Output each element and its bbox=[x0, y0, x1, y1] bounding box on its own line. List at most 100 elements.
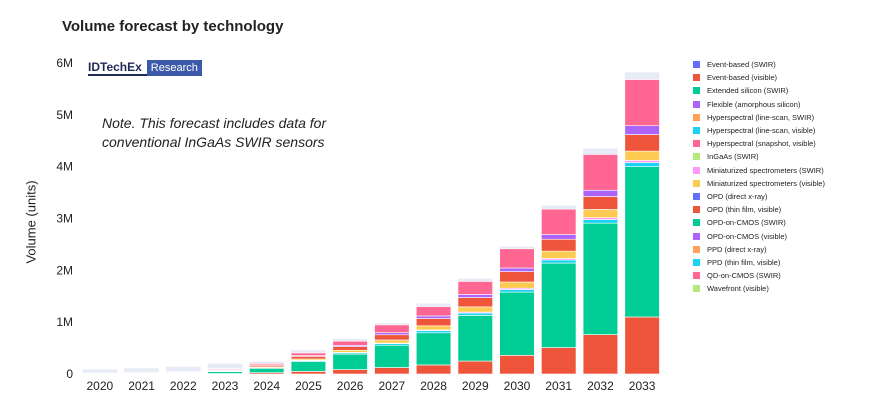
x-tick-label: 2020 bbox=[87, 379, 114, 393]
bar-segment bbox=[457, 297, 493, 308]
y-tick-label: 6M bbox=[56, 56, 73, 70]
legend-item[interactable]: OPD-on-CMOS (visible) bbox=[693, 229, 825, 242]
x-tick-label: 2031 bbox=[545, 379, 572, 393]
legend-item[interactable]: OPD-on-CMOS (SWIR) bbox=[693, 216, 825, 229]
bar-segment bbox=[374, 332, 410, 336]
bar-segment bbox=[582, 189, 619, 197]
bar-segment bbox=[541, 259, 577, 264]
logo-main-text: IDTechEx bbox=[88, 60, 147, 76]
x-tick-label: 2026 bbox=[337, 379, 364, 393]
x-tick-label: 2025 bbox=[295, 379, 322, 393]
legend-label: Wavefront (visible) bbox=[707, 284, 769, 294]
bar-segment bbox=[332, 353, 368, 370]
legend-item[interactable]: Event-based (SWIR) bbox=[693, 58, 825, 71]
legend-swatch bbox=[693, 258, 700, 266]
legend-item[interactable]: Miniaturized spectrometers (SWIR) bbox=[693, 164, 825, 177]
legend-item[interactable]: Hyperspectral (line-scan, SWIR) bbox=[693, 111, 825, 124]
bar-segment bbox=[624, 134, 660, 152]
bar-segment bbox=[415, 315, 452, 319]
bar-segment bbox=[541, 234, 577, 240]
legend-label: OPD (direct x-ray) bbox=[707, 191, 768, 201]
bar-segment bbox=[499, 271, 535, 283]
bar-segment bbox=[499, 289, 535, 293]
bar-segment bbox=[582, 222, 619, 335]
bar-segment bbox=[332, 340, 368, 346]
x-tick-label: 2021 bbox=[128, 379, 155, 393]
legend-swatch bbox=[693, 153, 700, 161]
bar-segment bbox=[374, 334, 410, 341]
legend-swatch bbox=[693, 232, 700, 240]
y-tick-label: 4M bbox=[56, 160, 73, 174]
legend-swatch bbox=[693, 74, 700, 82]
bar-segment bbox=[582, 334, 619, 375]
bar-segment bbox=[541, 238, 577, 252]
legend-item[interactable]: OPD (direct x-ray) bbox=[693, 190, 825, 203]
legend-item[interactable]: Hyperspectral (line-scan, visible) bbox=[693, 124, 825, 137]
bar-segment bbox=[290, 361, 327, 372]
bar-segment bbox=[415, 306, 452, 317]
x-tick-label: 2022 bbox=[170, 379, 197, 393]
bar-segment bbox=[541, 262, 577, 348]
bar-segment bbox=[123, 372, 160, 374]
y-tick-label: 2M bbox=[56, 263, 73, 277]
legend-item[interactable]: Event-based (visible) bbox=[693, 71, 825, 84]
bar-segment bbox=[82, 372, 118, 374]
bar-segment bbox=[624, 125, 660, 135]
legend-swatch bbox=[693, 140, 700, 148]
legend-label: InGaAs (SWIR) bbox=[707, 152, 759, 162]
bar-segment bbox=[624, 150, 660, 161]
bar-segment bbox=[415, 330, 452, 334]
legend-label: QD-on-CMOS (SWIR) bbox=[707, 271, 781, 281]
legend-item[interactable]: QD-on-CMOS (SWIR) bbox=[693, 269, 825, 282]
legend-swatch bbox=[693, 272, 700, 280]
bar-segment bbox=[624, 166, 660, 318]
bar-segment bbox=[499, 355, 535, 375]
legend-item[interactable]: PPD (direct x-ray) bbox=[693, 243, 825, 256]
legend-label: Extended silicon (SWIR) bbox=[707, 86, 789, 96]
legend-label: PPD (thin film, visible) bbox=[707, 257, 781, 267]
bar-segment bbox=[457, 360, 493, 375]
legend-swatch bbox=[693, 166, 700, 174]
bar-segment bbox=[207, 368, 243, 370]
note-line-2: conventional InGaAs SWIR sensors bbox=[102, 134, 325, 150]
legend-item[interactable]: Extended silicon (SWIR) bbox=[693, 84, 825, 97]
bar-segment bbox=[290, 352, 327, 356]
bar-segment bbox=[374, 344, 410, 368]
legend-swatch bbox=[693, 219, 700, 227]
legend-item[interactable]: PPD (thin film, visible) bbox=[693, 256, 825, 269]
idtechex-logo: IDTechEx Research bbox=[88, 60, 202, 76]
bar-segment bbox=[541, 208, 577, 235]
legend-item[interactable]: InGaAs (SWIR) bbox=[693, 150, 825, 163]
bar-segment bbox=[290, 371, 327, 375]
bar-segment bbox=[499, 281, 535, 289]
bar-segment bbox=[624, 79, 660, 127]
x-tick-label: 2023 bbox=[212, 379, 239, 393]
bar-segment bbox=[290, 356, 327, 360]
legend-item[interactable]: Wavefront (visible) bbox=[693, 282, 825, 295]
x-tick-label: 2028 bbox=[420, 379, 447, 393]
legend-label: Hyperspectral (line-scan, visible) bbox=[707, 126, 816, 136]
legend-swatch bbox=[693, 127, 700, 135]
bar-segment bbox=[582, 196, 619, 210]
legend-swatch bbox=[693, 206, 700, 214]
bar-segment bbox=[582, 219, 619, 224]
bar-segment bbox=[415, 318, 452, 327]
legend-item[interactable]: Miniaturized spectrometers (visible) bbox=[693, 177, 825, 190]
legend-swatch bbox=[693, 61, 700, 69]
legend: Event-based (SWIR) Event-based (visible) E… bbox=[693, 58, 825, 295]
y-tick-label: 0 bbox=[66, 367, 73, 381]
x-tick-label: 2029 bbox=[462, 379, 489, 393]
legend-swatch bbox=[693, 87, 700, 95]
bar-segment bbox=[624, 162, 660, 167]
bar-segment bbox=[541, 250, 577, 259]
legend-label: Miniaturized spectrometers (visible) bbox=[707, 178, 825, 188]
note-line-1: Note. This forecast includes data for bbox=[102, 115, 327, 131]
legend-item[interactable]: Hyperspectral (snapshot, visible) bbox=[693, 137, 825, 150]
legend-item[interactable]: OPD (thin film, visible) bbox=[693, 203, 825, 216]
bar-segment bbox=[457, 315, 493, 362]
legend-swatch bbox=[693, 100, 700, 108]
bar-segment bbox=[249, 363, 285, 366]
bar-segment bbox=[374, 339, 410, 344]
legend-item[interactable]: Flexible (amorphous silicon) bbox=[693, 98, 825, 111]
